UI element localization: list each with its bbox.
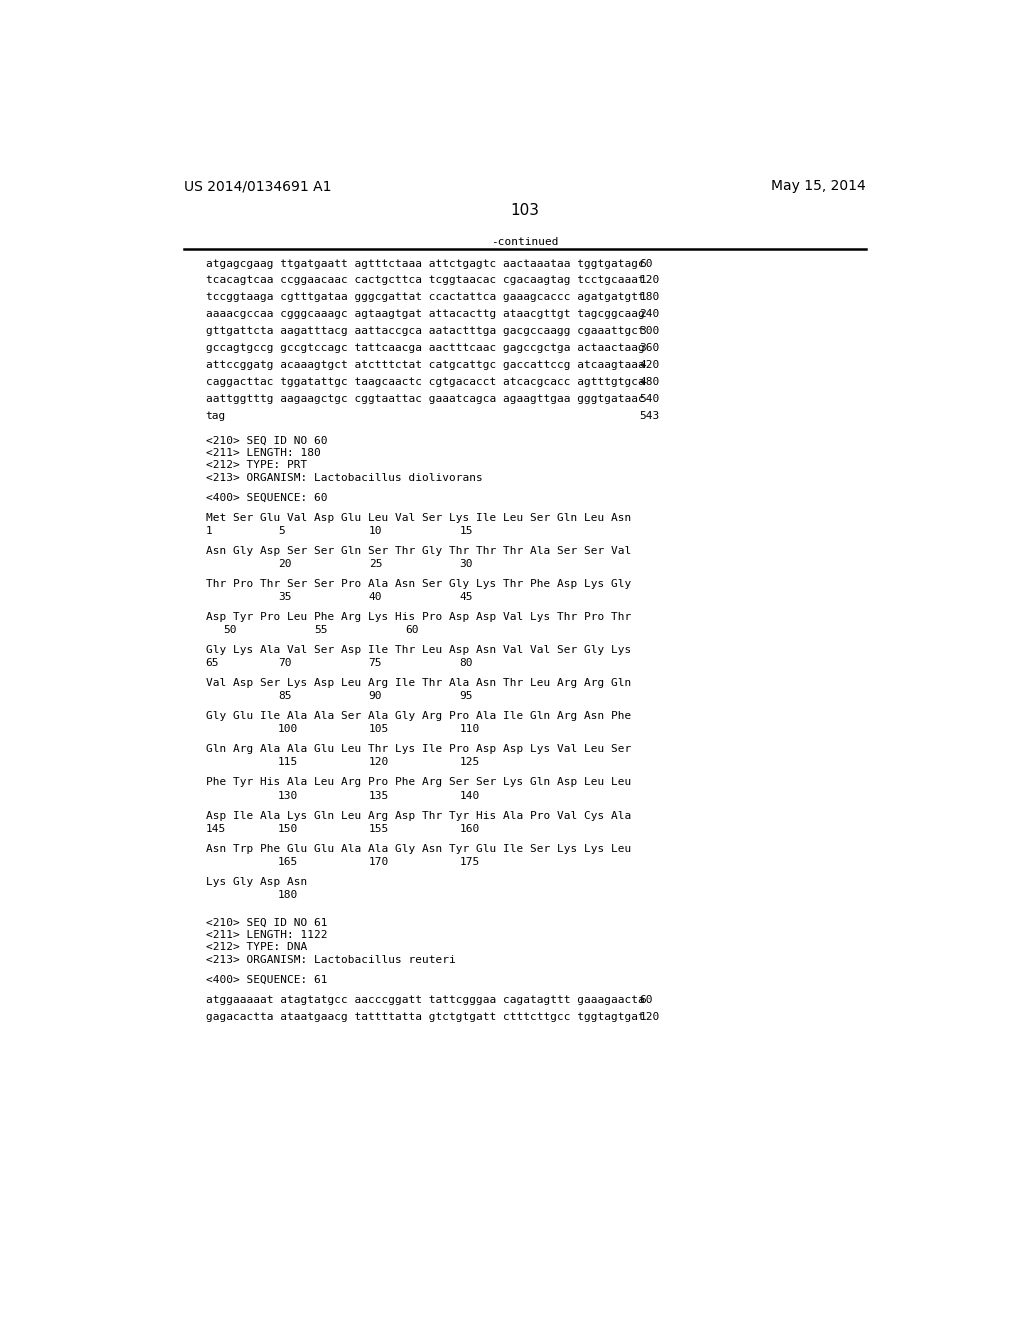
Text: tcacagtcaa ccggaacaac cactgcttca tcggtaacac cgacaagtag tcctgcaaat: tcacagtcaa ccggaacaac cactgcttca tcggtaa… bbox=[206, 276, 644, 285]
Text: gccagtgccg gccgtccagc tattcaacga aactttcaac gagccgctga actaactaag: gccagtgccg gccgtccagc tattcaacga aactttc… bbox=[206, 343, 644, 354]
Text: 45: 45 bbox=[460, 591, 473, 602]
Text: gttgattcta aagatttacg aattaccgca aatactttga gacgccaagg cgaaattgct: gttgattcta aagatttacg aattaccgca aatactt… bbox=[206, 326, 644, 337]
Text: 90: 90 bbox=[369, 692, 382, 701]
Text: atggaaaaat atagtatgcc aacccggatt tattcgggaa cagatagttt gaaagaacta: atggaaaaat atagtatgcc aacccggatt tattcgg… bbox=[206, 995, 644, 1005]
Text: 160: 160 bbox=[460, 824, 479, 834]
Text: Lys Gly Asp Asn: Lys Gly Asp Asn bbox=[206, 876, 307, 887]
Text: <212> TYPE: DNA: <212> TYPE: DNA bbox=[206, 942, 307, 952]
Text: 50: 50 bbox=[223, 626, 238, 635]
Text: <210> SEQ ID NO 61: <210> SEQ ID NO 61 bbox=[206, 917, 327, 928]
Text: 240: 240 bbox=[640, 309, 659, 319]
Text: 35: 35 bbox=[279, 591, 292, 602]
Text: May 15, 2014: May 15, 2014 bbox=[771, 180, 866, 193]
Text: <211> LENGTH: 1122: <211> LENGTH: 1122 bbox=[206, 929, 327, 940]
Text: aattggtttg aagaagctgc cggtaattac gaaatcagca agaagttgaa gggtgataac: aattggtttg aagaagctgc cggtaattac gaaatca… bbox=[206, 395, 644, 404]
Text: Gly Glu Ile Ala Ala Ser Ala Gly Arg Pro Ala Ile Gln Arg Asn Phe: Gly Glu Ile Ala Ala Ser Ala Gly Arg Pro … bbox=[206, 711, 631, 721]
Text: 103: 103 bbox=[510, 203, 540, 218]
Text: 155: 155 bbox=[369, 824, 389, 834]
Text: Asp Ile Ala Lys Gln Leu Arg Asp Thr Tyr His Ala Pro Val Cys Ala: Asp Ile Ala Lys Gln Leu Arg Asp Thr Tyr … bbox=[206, 810, 631, 821]
Text: 115: 115 bbox=[279, 758, 298, 767]
Text: tag: tag bbox=[206, 411, 225, 421]
Text: 80: 80 bbox=[460, 659, 473, 668]
Text: 135: 135 bbox=[369, 791, 389, 800]
Text: 100: 100 bbox=[279, 725, 298, 734]
Text: 543: 543 bbox=[640, 411, 659, 421]
Text: 60: 60 bbox=[640, 995, 653, 1005]
Text: 300: 300 bbox=[640, 326, 659, 337]
Text: 60: 60 bbox=[640, 259, 653, 268]
Text: attccggatg acaaagtgct atctttctat catgcattgc gaccattccg atcaagtaaa: attccggatg acaaagtgct atctttctat catgcat… bbox=[206, 360, 644, 370]
Text: <213> ORGANISM: Lactobacillus diolivorans: <213> ORGANISM: Lactobacillus diolivoran… bbox=[206, 473, 482, 483]
Text: 105: 105 bbox=[369, 725, 389, 734]
Text: <210> SEQ ID NO 60: <210> SEQ ID NO 60 bbox=[206, 436, 327, 446]
Text: 20: 20 bbox=[279, 558, 292, 569]
Text: 480: 480 bbox=[640, 378, 659, 387]
Text: 65: 65 bbox=[206, 659, 219, 668]
Text: Gly Lys Ala Val Ser Asp Ile Thr Leu Asp Asn Val Val Ser Gly Lys: Gly Lys Ala Val Ser Asp Ile Thr Leu Asp … bbox=[206, 645, 631, 655]
Text: Asn Gly Asp Ser Ser Gln Ser Thr Gly Thr Thr Thr Ala Ser Ser Val: Asn Gly Asp Ser Ser Gln Ser Thr Gly Thr … bbox=[206, 545, 631, 556]
Text: 15: 15 bbox=[460, 525, 473, 536]
Text: <400> SEQUENCE: 61: <400> SEQUENCE: 61 bbox=[206, 974, 327, 985]
Text: 140: 140 bbox=[460, 791, 479, 800]
Text: <400> SEQUENCE: 60: <400> SEQUENCE: 60 bbox=[206, 492, 327, 503]
Text: gagacactta ataatgaacg tattttatta gtctgtgatt ctttcttgcc tggtagtgat: gagacactta ataatgaacg tattttatta gtctgtg… bbox=[206, 1011, 644, 1022]
Text: <212> TYPE: PRT: <212> TYPE: PRT bbox=[206, 461, 307, 470]
Text: 30: 30 bbox=[460, 558, 473, 569]
Text: atgagcgaag ttgatgaatt agtttctaaa attctgagtc aactaaataa tggtgatagc: atgagcgaag ttgatgaatt agtttctaaa attctga… bbox=[206, 259, 644, 268]
Text: 85: 85 bbox=[279, 692, 292, 701]
Text: 60: 60 bbox=[404, 626, 419, 635]
Text: 125: 125 bbox=[460, 758, 479, 767]
Text: 40: 40 bbox=[369, 591, 382, 602]
Text: 180: 180 bbox=[279, 890, 298, 900]
Text: 110: 110 bbox=[460, 725, 479, 734]
Text: tccggtaaga cgtttgataa gggcgattat ccactattca gaaagcaccc agatgatgtt: tccggtaaga cgtttgataa gggcgattat ccactat… bbox=[206, 293, 644, 302]
Text: Asn Trp Phe Glu Glu Ala Ala Gly Asn Tyr Glu Ile Ser Lys Lys Leu: Asn Trp Phe Glu Glu Ala Ala Gly Asn Tyr … bbox=[206, 843, 631, 854]
Text: 180: 180 bbox=[640, 293, 659, 302]
Text: 5: 5 bbox=[279, 525, 285, 536]
Text: Thr Pro Thr Ser Ser Pro Ala Asn Ser Gly Lys Thr Phe Asp Lys Gly: Thr Pro Thr Ser Ser Pro Ala Asn Ser Gly … bbox=[206, 579, 631, 589]
Text: 420: 420 bbox=[640, 360, 659, 370]
Text: <213> ORGANISM: Lactobacillus reuteri: <213> ORGANISM: Lactobacillus reuteri bbox=[206, 954, 456, 965]
Text: Gln Arg Ala Ala Glu Leu Thr Lys Ile Pro Asp Asp Lys Val Leu Ser: Gln Arg Ala Ala Glu Leu Thr Lys Ile Pro … bbox=[206, 744, 631, 754]
Text: 10: 10 bbox=[369, 525, 382, 536]
Text: 175: 175 bbox=[460, 857, 479, 867]
Text: aaaacgccaa cgggcaaagc agtaagtgat attacacttg ataacgttgt tagcggcaag: aaaacgccaa cgggcaaagc agtaagtgat attacac… bbox=[206, 309, 644, 319]
Text: <211> LENGTH: 180: <211> LENGTH: 180 bbox=[206, 447, 321, 458]
Text: 360: 360 bbox=[640, 343, 659, 354]
Text: 130: 130 bbox=[279, 791, 298, 800]
Text: Asp Tyr Pro Leu Phe Arg Lys His Pro Asp Asp Val Lys Thr Pro Thr: Asp Tyr Pro Leu Phe Arg Lys His Pro Asp … bbox=[206, 612, 631, 622]
Text: 55: 55 bbox=[314, 626, 328, 635]
Text: 120: 120 bbox=[640, 276, 659, 285]
Text: 120: 120 bbox=[640, 1011, 659, 1022]
Text: 540: 540 bbox=[640, 395, 659, 404]
Text: -continued: -continued bbox=[492, 238, 558, 247]
Text: 95: 95 bbox=[460, 692, 473, 701]
Text: Phe Tyr His Ala Leu Arg Pro Phe Arg Ser Ser Lys Gln Asp Leu Leu: Phe Tyr His Ala Leu Arg Pro Phe Arg Ser … bbox=[206, 777, 631, 788]
Text: 25: 25 bbox=[369, 558, 382, 569]
Text: 170: 170 bbox=[369, 857, 389, 867]
Text: 120: 120 bbox=[369, 758, 389, 767]
Text: 145: 145 bbox=[206, 824, 225, 834]
Text: 1: 1 bbox=[206, 525, 212, 536]
Text: Val Asp Ser Lys Asp Leu Arg Ile Thr Ala Asn Thr Leu Arg Arg Gln: Val Asp Ser Lys Asp Leu Arg Ile Thr Ala … bbox=[206, 678, 631, 688]
Text: US 2014/0134691 A1: US 2014/0134691 A1 bbox=[183, 180, 332, 193]
Text: 150: 150 bbox=[279, 824, 298, 834]
Text: 165: 165 bbox=[279, 857, 298, 867]
Text: 70: 70 bbox=[279, 659, 292, 668]
Text: Met Ser Glu Val Asp Glu Leu Val Ser Lys Ile Leu Ser Gln Leu Asn: Met Ser Glu Val Asp Glu Leu Val Ser Lys … bbox=[206, 512, 631, 523]
Text: 75: 75 bbox=[369, 659, 382, 668]
Text: caggacttac tggatattgc taagcaactc cgtgacacct atcacgcacc agtttgtgca: caggacttac tggatattgc taagcaactc cgtgaca… bbox=[206, 378, 644, 387]
